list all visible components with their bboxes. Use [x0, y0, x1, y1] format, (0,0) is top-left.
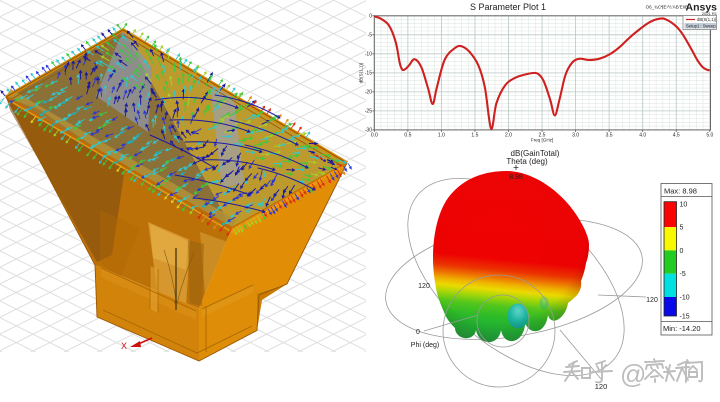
svg-text:-15: -15 — [680, 314, 690, 321]
svg-text:-10: -10 — [365, 52, 372, 58]
svg-text:4.5: 4.5 — [673, 133, 680, 139]
svg-text:Ansys: Ansys — [685, 2, 717, 14]
svg-text:-5: -5 — [368, 33, 373, 39]
svg-text:5.0: 5.0 — [706, 133, 713, 139]
svg-text:-25: -25 — [365, 109, 372, 115]
svg-text:10: 10 — [680, 202, 688, 209]
svg-text:dB(GainTotal): dB(GainTotal) — [511, 149, 560, 158]
svg-text:5: 5 — [680, 225, 684, 232]
svg-text:@: @ — [620, 359, 646, 389]
svg-text:1.0: 1.0 — [438, 133, 445, 139]
svg-text:1.5: 1.5 — [471, 133, 478, 139]
svg-text:S Parameter Plot 1: S Parameter Plot 1 — [470, 2, 546, 12]
svg-text:dB(S(1,1)): dB(S(1,1)) — [359, 62, 364, 83]
svg-text:3.0: 3.0 — [572, 133, 579, 139]
svg-text:3.5: 3.5 — [606, 133, 613, 139]
svg-text:X: X — [121, 341, 127, 351]
svg-text:O6_¾C¶E‹½’AB’EIiB: O6_¾C¶E‹½’AB’EIiB — [646, 4, 688, 10]
svg-text:2.5: 2.5 — [539, 133, 546, 139]
svg-text:-10: -10 — [680, 294, 690, 301]
svg-text:Phi (deg): Phi (deg) — [411, 342, 439, 349]
svg-text:0: 0 — [416, 329, 420, 336]
svg-text:dB(S(1,1)): dB(S(1,1)) — [697, 17, 717, 22]
svg-text:-15: -15 — [365, 71, 372, 77]
svg-text:2021 R1: 2021 R1 — [702, 11, 718, 16]
svg-text:-20: -20 — [365, 90, 372, 96]
svg-text:Max: 8.98: Max: 8.98 — [664, 187, 697, 196]
svg-text:0: 0 — [680, 248, 684, 255]
svg-text:-30: -30 — [365, 128, 372, 134]
svg-text:4.0: 4.0 — [639, 133, 646, 139]
svg-text:0: 0 — [369, 14, 372, 20]
svg-text:Freq [GHz]: Freq [GHz] — [531, 138, 553, 143]
svg-text:-5: -5 — [680, 271, 686, 278]
svg-text:Setup1 : Sweep: Setup1 : Sweep — [686, 24, 716, 29]
svg-text:Theta (deg): Theta (deg) — [506, 157, 548, 166]
svg-text:Min: -14.20: Min: -14.20 — [663, 324, 701, 333]
svg-text:0.5: 0.5 — [404, 133, 411, 139]
svg-text:0.0: 0.0 — [371, 133, 378, 139]
svg-text:2.0: 2.0 — [505, 133, 512, 139]
svg-text:120: 120 — [595, 382, 608, 391]
svg-text:120: 120 — [418, 283, 430, 290]
svg-text:8.98: 8.98 — [509, 174, 523, 181]
svg-text:120: 120 — [646, 297, 658, 304]
